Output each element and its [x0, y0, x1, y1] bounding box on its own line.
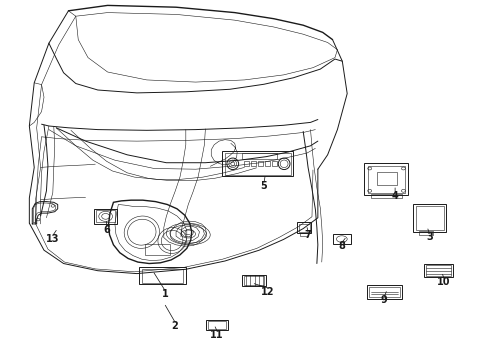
- Bar: [298, 224, 309, 232]
- Text: 6: 6: [103, 225, 110, 235]
- Bar: [224, 153, 290, 175]
- Bar: [367, 166, 404, 193]
- Text: 7: 7: [304, 230, 311, 240]
- Bar: [300, 233, 307, 236]
- Bar: [264, 161, 269, 166]
- Text: 5: 5: [260, 181, 267, 191]
- Bar: [426, 265, 450, 276]
- Bar: [297, 222, 310, 233]
- Bar: [139, 267, 185, 284]
- Bar: [208, 321, 226, 329]
- Bar: [415, 206, 443, 230]
- Bar: [424, 264, 452, 277]
- Bar: [94, 209, 117, 224]
- Bar: [364, 163, 407, 195]
- Text: 13: 13: [46, 234, 60, 244]
- Bar: [96, 210, 115, 222]
- Text: 3: 3: [425, 232, 432, 242]
- Bar: [370, 194, 402, 198]
- Bar: [144, 244, 170, 255]
- Bar: [412, 204, 446, 232]
- Bar: [142, 269, 183, 283]
- Bar: [258, 161, 263, 166]
- Bar: [206, 320, 228, 330]
- Bar: [243, 276, 264, 285]
- Bar: [222, 151, 293, 176]
- Text: 8: 8: [338, 240, 345, 251]
- Text: 4: 4: [391, 191, 398, 201]
- Text: 12: 12: [261, 287, 274, 297]
- Bar: [271, 161, 276, 166]
- Bar: [418, 231, 432, 235]
- Bar: [244, 161, 249, 166]
- Bar: [242, 275, 265, 286]
- Text: 10: 10: [436, 277, 450, 287]
- Bar: [368, 287, 399, 297]
- Bar: [251, 161, 256, 166]
- Text: 9: 9: [380, 295, 387, 305]
- Text: 11: 11: [210, 330, 224, 340]
- Text: 2: 2: [171, 321, 178, 331]
- Bar: [332, 234, 350, 244]
- Text: 1: 1: [162, 289, 168, 299]
- Bar: [241, 153, 276, 159]
- Bar: [376, 172, 396, 185]
- Bar: [366, 285, 401, 299]
